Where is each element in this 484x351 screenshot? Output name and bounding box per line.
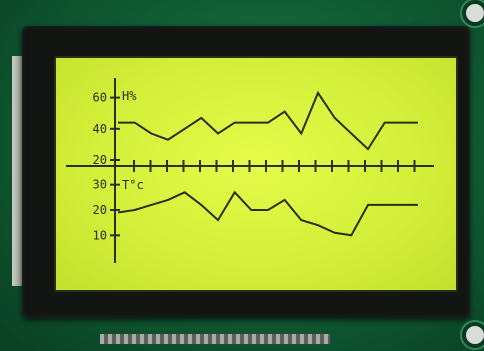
humidity-y-tick-label: 40 <box>93 122 107 136</box>
lcd-chart: H% T°c 20 40 60 10 20 30 <box>66 78 434 263</box>
mounting-hole-bottom <box>462 322 484 348</box>
temperature-y-tick-label: 30 <box>93 178 107 192</box>
humidity-series-line <box>118 90 418 151</box>
humidity-y-tick-label: 60 <box>93 91 107 105</box>
temperature-title: T°c <box>122 178 144 192</box>
mounting-hole-top <box>462 0 484 26</box>
humidity-y-tick-label: 20 <box>93 153 107 167</box>
humidity-title: H% <box>122 89 137 103</box>
temperature-series-line <box>117 190 418 237</box>
lcd-screen: H% T°c 20 40 60 10 20 30 <box>54 56 458 292</box>
pin-header <box>100 334 330 344</box>
temperature-y-tick-label: 10 <box>93 228 107 242</box>
temperature-y-tick-label: 20 <box>93 203 107 217</box>
